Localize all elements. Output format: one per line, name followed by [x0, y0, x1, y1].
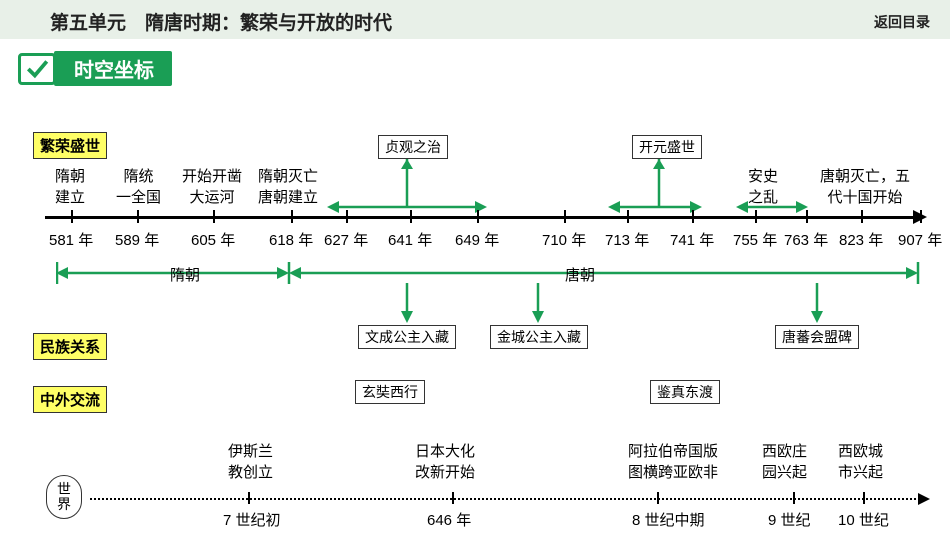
- back-link[interactable]: 返回目录: [874, 12, 930, 32]
- world-tick: [863, 492, 865, 504]
- timeline-tick: [410, 210, 412, 223]
- foreign-box: 鉴真东渡: [650, 380, 720, 404]
- year-label: 755 年: [733, 229, 777, 250]
- section-header: 时空坐标: [18, 51, 172, 86]
- timeline-tick: [627, 210, 629, 223]
- ethnic-arrow-1: [397, 283, 417, 323]
- world-event: 西欧城市兴起: [838, 440, 883, 482]
- world-label: 世界: [46, 475, 82, 519]
- ethnic-box: 唐蕃会盟碑: [775, 325, 859, 349]
- year-label: 618 年: [269, 229, 313, 250]
- year-label: 627 年: [324, 229, 368, 250]
- timeline-tick: [137, 210, 139, 223]
- year-label: 763 年: [784, 229, 828, 250]
- timeline-tick: [755, 210, 757, 223]
- world-year: 7 世纪初: [223, 509, 281, 530]
- world-event: 阿拉伯帝国版图横跨亚欧非: [628, 440, 718, 482]
- world-event: 日本大化改新开始: [415, 440, 475, 482]
- dynasty-label: 唐朝: [565, 264, 595, 285]
- page-title: 第五单元 隋唐时期：繁荣与开放的时代: [50, 8, 392, 35]
- timeline-diagram: 581 年 589 年 605 年 618 年 627 年 641 年 649 年 710 年…: [0, 125, 950, 525]
- section-label: 时空坐标: [54, 51, 172, 86]
- timeline-tick: [920, 210, 922, 223]
- foreign-box: 玄奘西行: [355, 380, 425, 404]
- year-label: 710 年: [542, 229, 586, 250]
- timeline-event: 隋朝灭亡唐朝建立: [258, 165, 318, 207]
- timeline-tick: [291, 210, 293, 223]
- timeline-event: 安史之乱: [748, 165, 778, 207]
- year-label: 823 年: [839, 229, 883, 250]
- world-event: 伊斯兰教创立: [228, 440, 273, 482]
- ethnic-arrow-2: [528, 283, 548, 323]
- check-icon: [18, 53, 56, 85]
- ethnic-arrow-3: [807, 283, 827, 323]
- world-year: 9 世纪: [768, 509, 811, 530]
- world-tick: [657, 492, 659, 504]
- year-label: 741 年: [670, 229, 714, 250]
- era-box: 开元盛世: [632, 135, 702, 159]
- timeline-event: 开始开凿大运河: [182, 165, 242, 207]
- timeline-tick: [692, 210, 694, 223]
- world-tick: [793, 492, 795, 504]
- year-label: 907 年: [898, 229, 942, 250]
- dynasty-label: 隋朝: [170, 264, 200, 285]
- main-timeline-axis: [45, 216, 915, 219]
- kaiyuan-arrow: [608, 159, 702, 216]
- timeline-event: 隋统一全国: [116, 165, 161, 207]
- timeline-tick: [213, 210, 215, 223]
- timeline-tick: [806, 210, 808, 223]
- year-label: 641 年: [388, 229, 432, 250]
- world-year: 8 世纪中期: [632, 509, 705, 530]
- timeline-event: 唐朝灭亡，五代十国开始: [820, 165, 910, 207]
- timeline-tick: [346, 210, 348, 223]
- world-timeline-axis: [90, 498, 920, 500]
- era-box: 贞观之治: [378, 135, 448, 159]
- timeline-tick: [564, 210, 566, 223]
- year-label: 713 年: [605, 229, 649, 250]
- world-tick: [248, 492, 250, 504]
- year-label: 589 年: [115, 229, 159, 250]
- timeline-tick: [861, 210, 863, 223]
- world-event: 西欧庄园兴起: [762, 440, 807, 482]
- year-label: 649 年: [455, 229, 499, 250]
- world-tick: [452, 492, 454, 504]
- timeline-tick: [71, 210, 73, 223]
- zhenguan-arrow: [327, 159, 487, 216]
- year-label: 581 年: [49, 229, 93, 250]
- world-year: 646 年: [427, 509, 471, 530]
- year-label: 605 年: [191, 229, 235, 250]
- ethnic-box: 文成公主入藏: [358, 325, 456, 349]
- timeline-event: 隋朝建立: [55, 165, 85, 207]
- timeline-tick: [477, 210, 479, 223]
- ethnic-box: 金城公主入藏: [490, 325, 588, 349]
- world-year: 10 世纪: [838, 509, 889, 530]
